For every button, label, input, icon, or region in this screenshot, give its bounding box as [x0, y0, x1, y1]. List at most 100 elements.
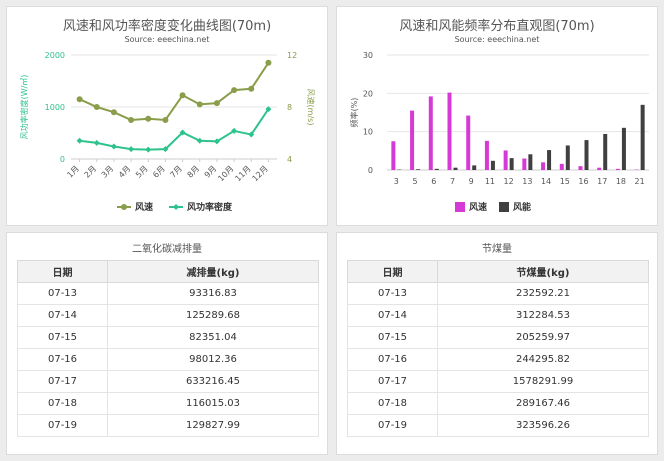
- date-cell: 07-17: [17, 370, 108, 393]
- wind-speed-point: [128, 117, 135, 123]
- x-tick-label: 10月: [216, 164, 235, 183]
- wind-energy-bar: [509, 158, 514, 170]
- x-tick-label: 7月: [168, 164, 184, 180]
- wind-speed-point: [213, 100, 220, 107]
- value-cell: 232592.21: [437, 282, 649, 305]
- date-cell: 07-13: [17, 282, 108, 305]
- table-row: 07-14 125289.68: [17, 304, 319, 327]
- wind-density-point: [76, 137, 83, 144]
- value-cell: 1578291.99: [437, 370, 649, 393]
- wind-energy-bar: [453, 167, 458, 170]
- wind-speed-bar: [447, 92, 452, 170]
- wind-density-point: [145, 146, 152, 153]
- wind-speed-bar: [597, 167, 602, 170]
- legend-label-energy: 风能: [513, 201, 531, 213]
- chart-title: 风速和风能频率分布直观图(70m): [399, 19, 595, 34]
- wind-density-point: [110, 143, 117, 150]
- y-right-tick-label: 4: [287, 155, 292, 164]
- y-right-tick-label: 8: [287, 103, 292, 112]
- legend-marker-density: [173, 204, 179, 210]
- wind-speed-bar: [391, 141, 396, 170]
- legend-marker-speed: [121, 204, 127, 210]
- y-left-tick-label: 1000: [45, 103, 65, 112]
- legend-swatch-speed: [455, 202, 465, 212]
- table-row: 07-16 244295.82: [347, 348, 649, 371]
- x-tick-label: 3: [394, 177, 399, 186]
- table-row: 07-17 633216.45: [17, 370, 319, 393]
- wind-speed-bar: [578, 166, 583, 170]
- wind-speed-point: [231, 87, 238, 94]
- wind-speed-point: [110, 109, 117, 116]
- wind-density-point: [179, 129, 186, 136]
- table-row: 07-15 205259.97: [347, 326, 649, 349]
- table-title: 节煤量: [482, 244, 512, 255]
- table-row: 07-14 312284.53: [347, 304, 649, 327]
- wind-speed-point: [93, 104, 100, 110]
- column-header-coal: 节煤量(kg): [437, 260, 649, 283]
- wind-frequency-chart-panel: 风速和风能频率分布直观图(70m) Source: eeechina.net 0…: [336, 6, 658, 226]
- date-cell: 07-16: [347, 348, 438, 371]
- wind-speed-bar: [559, 163, 564, 170]
- wind-speed-bar: [410, 110, 415, 170]
- x-tick-label: 15: [560, 177, 570, 186]
- column-header-date: 日期: [347, 260, 438, 283]
- date-cell: 07-19: [17, 414, 108, 437]
- value-cell: 323596.26: [437, 414, 649, 437]
- date-cell: 07-16: [17, 348, 108, 371]
- wind-speed-bar: [541, 162, 546, 170]
- column-header-reduction: 减排量(kg): [107, 260, 319, 283]
- table-row: 07-19 323596.26: [347, 414, 649, 437]
- wind-energy-bar: [603, 133, 608, 170]
- table-row: 07-13 93316.83: [17, 282, 319, 305]
- chart-source: Source: eeechina.net: [124, 35, 210, 44]
- wind-speed-point: [196, 101, 203, 108]
- value-cell: 116015.03: [107, 392, 319, 415]
- legend-swatch-energy: [499, 202, 509, 212]
- x-tick-label: 6月: [151, 164, 167, 180]
- bar-chart-svg: 0 10 20 30 频率(%) 3 5 6 7 9 11 12 13 14 15 16 17 18 21 风速 风能: [349, 51, 649, 213]
- wind-density-line: [79, 108, 270, 151]
- wind-energy-bar: [640, 104, 645, 170]
- wind-speed-line: [79, 62, 270, 122]
- legend-label-speed: 风速: [469, 201, 487, 213]
- x-tick-label: 11: [485, 177, 495, 186]
- x-tick-label: 4月: [117, 164, 133, 180]
- chart-title: 风速和风功率密度变化曲线图(70m): [62, 19, 272, 34]
- x-tick-label: 1月: [65, 164, 81, 180]
- y-tick-label: 30: [363, 51, 373, 60]
- co2-reduction-panel: 二氧化碳减排量 日期 减排量(kg) 07-13 93316.83 07-14 125…: [6, 232, 328, 455]
- wind-density-point: [248, 131, 255, 138]
- legend-label-density: 风功率密度: [187, 201, 233, 213]
- y-tick-label: 20: [363, 89, 373, 98]
- wind-density-point: [231, 127, 238, 134]
- wind-speed-bar: [428, 96, 433, 170]
- x-tick-label: 7: [450, 177, 455, 186]
- wind-speed-bar: [484, 140, 489, 170]
- wind-speed-point: [76, 96, 83, 103]
- table-row: 07-18 116015.03: [17, 392, 319, 415]
- x-tick-label: 14: [541, 177, 551, 186]
- wind-energy-bar: [490, 160, 495, 170]
- table-row: 07-18 289167.46: [347, 392, 649, 415]
- table-header-row: 日期 节煤量(kg): [347, 260, 649, 283]
- date-cell: 07-17: [347, 370, 438, 393]
- value-cell: 125289.68: [107, 304, 319, 327]
- x-tick-label: 5月: [134, 164, 150, 180]
- wind-energy-bar: [528, 154, 533, 170]
- x-tick-label: 9: [469, 177, 474, 186]
- date-cell: 07-14: [17, 304, 108, 327]
- y-right-axis-label: 风速(m/s): [306, 89, 315, 126]
- x-tick-label: 6: [431, 177, 436, 186]
- y-right-tick-label: 12: [287, 51, 297, 60]
- value-cell: 289167.46: [437, 392, 649, 415]
- coal-saving-panel: 节煤量 日期 节煤量(kg) 07-13 232592.21 07-14 312284…: [336, 232, 658, 455]
- x-tick-label: 8月: [186, 164, 202, 180]
- x-tick-label: 3月: [100, 164, 116, 180]
- y-left-axis-label: 风功率密度(W/㎡): [19, 75, 29, 140]
- wind-energy-bar: [565, 145, 570, 170]
- x-tick-label: 17: [597, 177, 607, 186]
- wind-energy-bar: [621, 127, 626, 170]
- wind-speed-point: [179, 92, 186, 99]
- value-cell: 93316.83: [107, 282, 319, 305]
- table-header-row: 日期 减排量(kg): [17, 260, 319, 283]
